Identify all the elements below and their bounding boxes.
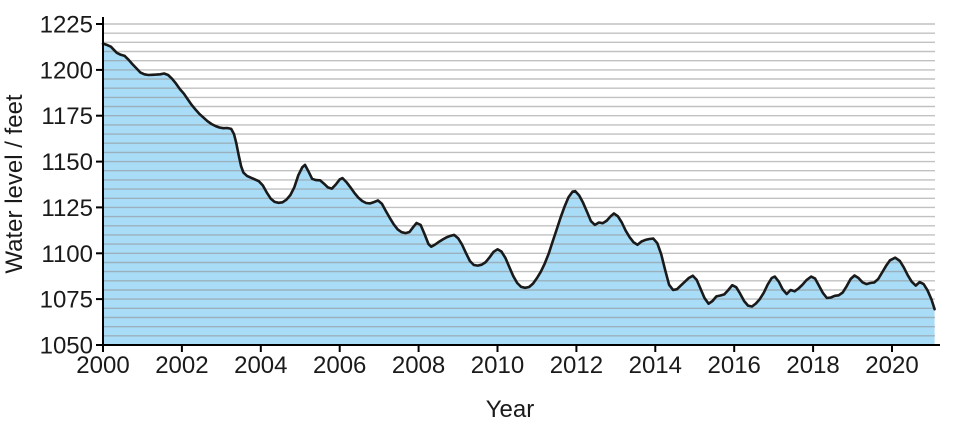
chart-plot-area: 1050 1075 1100 1125 1150 1175 1200 1225 2000 2002…	[40, 12, 940, 379]
water-level-curve	[101, 42, 936, 311]
y-axis-title: Water level / feet	[1, 94, 28, 274]
x-axis-title: Year	[486, 396, 535, 423]
x-tick-label: 2012	[550, 352, 603, 379]
x-tick-label: 2016	[708, 352, 761, 379]
x-tick-label: 2002	[155, 352, 208, 379]
y-tick-label: 1200	[40, 57, 93, 84]
y-tick-label: 1050	[40, 333, 93, 360]
x-tick-label: 2018	[786, 352, 839, 379]
x-tick-label: 2008	[392, 352, 445, 379]
y-tick-label: 1175	[41, 103, 93, 130]
y-tick-label: 1225	[40, 12, 93, 39]
y-tick-label: 1075	[40, 287, 93, 314]
y-tick-label: 1150	[41, 149, 93, 176]
y-tick-label: 1125	[41, 195, 93, 222]
water-level-area-fill	[103, 43, 935, 345]
x-tick-label: 2010	[471, 352, 524, 379]
x-tick-label: 2006	[313, 352, 366, 379]
y-tick-label: 1100	[41, 241, 93, 268]
x-tick-label: 2004	[234, 352, 287, 379]
x-tick-label: 2014	[629, 352, 682, 379]
x-tick-label: 2000	[76, 352, 129, 379]
x-tick-label: 2020	[865, 352, 918, 379]
